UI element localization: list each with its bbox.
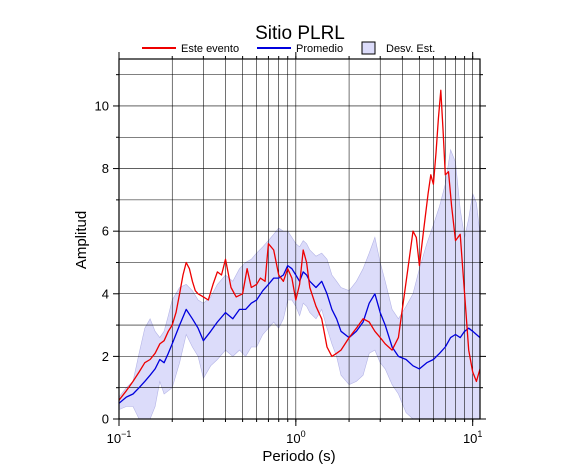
y-tick-label: 10 [95, 98, 109, 113]
axis-ticks: 0 2 4 6 8 10 10−1 100 101 [95, 52, 486, 446]
x-tick-label: 100 [286, 429, 305, 446]
x-tick-label: 10−1 [107, 429, 132, 446]
y-tick-label: 2 [102, 349, 109, 364]
series-promedio-line [119, 264, 480, 404]
legend-label: Promedio [296, 43, 343, 55]
legend-label: Este evento [181, 43, 239, 55]
y-axis-label: Amplitud [73, 211, 90, 269]
y-tick-label: 0 [102, 412, 109, 427]
y-tick-label: 6 [102, 224, 109, 239]
series-este-evento-line [119, 89, 480, 401]
plot-frame [118, 58, 481, 420]
series-group [119, 89, 480, 404]
x-axis-label: Periodo (s) [262, 448, 335, 465]
x-tick-label: 101 [463, 429, 482, 446]
y-tick-label: 4 [102, 286, 109, 301]
y-tick-label: 8 [102, 161, 109, 176]
legend-swatch-box [361, 41, 376, 55]
chart-title: Sitio PLRL [255, 23, 345, 44]
legend-label: Desv. Est. [386, 43, 435, 55]
legend: Este evento Promedio Desv. Est. [142, 41, 435, 55]
